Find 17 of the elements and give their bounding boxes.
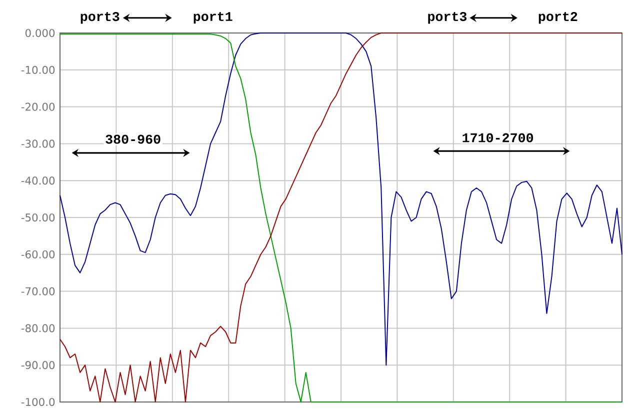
- y-tick-label: -80.00: [21, 324, 55, 332]
- annotation: 380-960: [106, 134, 160, 144]
- y-tick-label: -20.00: [21, 102, 55, 111]
- y-tick-label: -90.00: [21, 361, 55, 370]
- y-tick-label: 0.000: [25, 28, 55, 38]
- y-tick-label: -50.00: [21, 213, 55, 222]
- y-tick-label: -100.0: [21, 398, 55, 406]
- y-tick-label: -30.00: [21, 140, 55, 148]
- y-tick-label: -60.00: [21, 250, 55, 258]
- y-tick-label: -70.00: [21, 287, 55, 296]
- text: port1: [194, 12, 232, 24]
- text: port3: [428, 12, 467, 24]
- text: port2: [538, 12, 578, 24]
- y-tick-label: -40.00: [21, 176, 55, 185]
- annotation: 1710-2700: [462, 133, 534, 142]
- text: port3: [80, 12, 120, 24]
- y-tick-label: -10.00: [21, 66, 55, 74]
